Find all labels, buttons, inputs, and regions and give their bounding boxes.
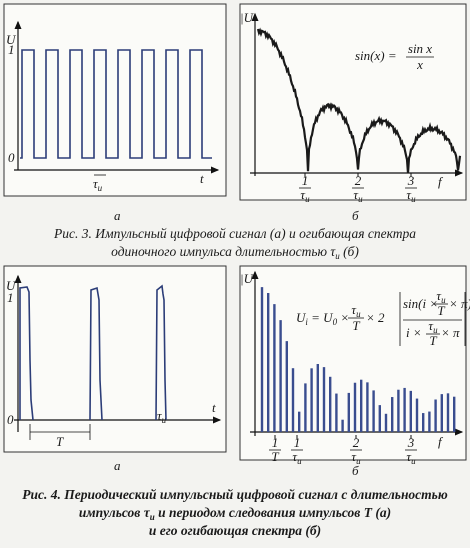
square-wave xyxy=(20,49,212,159)
frac-den: T xyxy=(429,333,437,348)
caption-line: Рис. 3. Импульсный цифровой сигнал (а) и… xyxy=(53,226,416,241)
level-label: 0 xyxy=(7,412,14,427)
tick-num: 3 xyxy=(407,173,415,188)
symbol: τ xyxy=(351,302,357,317)
formula: sin(x) = xyxy=(355,48,397,63)
symbol: τ xyxy=(406,187,412,202)
caption-line: одиночного импульса длительностью τи (б) xyxy=(111,244,359,261)
frac-num: τи xyxy=(428,318,438,335)
subscript: и xyxy=(335,251,340,261)
subscript: и xyxy=(305,194,310,204)
x-label: t xyxy=(200,171,204,186)
symbol: τ xyxy=(157,408,163,423)
symbol: τ xyxy=(428,318,434,333)
formula-den: x xyxy=(416,57,423,72)
formula-text: = U xyxy=(308,310,334,325)
panel-frame xyxy=(3,265,227,453)
tick-den: τи xyxy=(351,449,361,466)
subscript: и xyxy=(411,194,416,204)
level-label: 1 xyxy=(7,290,14,305)
panel-frame xyxy=(239,3,467,201)
spectrum-envelope xyxy=(256,27,462,174)
caption-text: импульсов τ xyxy=(79,505,151,520)
caption-line: и его огибающая спектра (б) xyxy=(149,523,321,538)
subscript: и xyxy=(411,456,416,466)
formula-part: Ui = U0 × xyxy=(296,310,349,327)
panel-letter: б xyxy=(352,208,359,223)
panel-frame xyxy=(3,3,227,197)
symbol: τ xyxy=(353,187,359,202)
subscript: и xyxy=(162,415,167,425)
tick-den: τи xyxy=(300,187,310,204)
level-label: 1 xyxy=(8,42,15,57)
subscript: и xyxy=(297,456,302,466)
caption-number: Рис. 4. xyxy=(22,487,64,502)
symbol: τ xyxy=(436,288,442,303)
tick-num: 2 xyxy=(355,173,362,188)
frac-num: τи xyxy=(351,302,361,319)
caption-line: Рис. 4. Периодический импульсный цифрово… xyxy=(22,487,448,502)
symbol: T xyxy=(271,449,279,464)
pulse-width-label: τи xyxy=(157,408,167,425)
subscript: и xyxy=(98,183,103,193)
caption-text: Периодический импульсный цифровой сигнал… xyxy=(63,487,448,502)
subscript: 0 xyxy=(333,317,338,327)
formula-text: × π xyxy=(441,325,460,340)
tick-den: τи xyxy=(353,187,363,204)
tick-num: 3 xyxy=(407,435,415,450)
level-label: 0 xyxy=(8,150,15,165)
subscript: i xyxy=(305,317,308,327)
symbol: τ xyxy=(300,187,306,202)
formula-num: sin x xyxy=(408,41,432,56)
tick-den: τи xyxy=(406,187,416,204)
tick-num: 1 xyxy=(272,435,279,450)
y-label: |U| xyxy=(240,271,257,286)
subscript: и xyxy=(356,309,361,319)
subscript: и xyxy=(358,194,363,204)
tick-den: τи xyxy=(292,449,302,466)
symbol: τ xyxy=(351,449,357,464)
y-label: |U| xyxy=(240,10,257,25)
formula: Ui = U0 × τи T × 2 sin(i × τи T × π) i ×… xyxy=(296,288,470,348)
caption-text: одиночного импульса длительностью τ xyxy=(111,244,336,259)
x-label: t xyxy=(212,400,216,415)
symbol: τ xyxy=(292,449,298,464)
x-label: f xyxy=(438,174,444,189)
formula-text: sin(i × xyxy=(403,296,438,311)
panel-letter: б xyxy=(352,463,359,478)
subscript: и xyxy=(433,325,438,335)
caption-text: (б) xyxy=(340,244,360,259)
tick-den: T xyxy=(271,449,279,464)
symbol: τ xyxy=(93,176,99,191)
tick-den: τи xyxy=(406,449,416,466)
formula-text: × xyxy=(337,310,349,325)
subscript: и xyxy=(150,512,155,522)
panel-letter: а xyxy=(114,208,121,223)
symbol: τ xyxy=(406,449,412,464)
pulse-width-label: τи xyxy=(93,176,103,193)
period-label: T xyxy=(56,434,64,449)
frac-den: T xyxy=(437,303,445,318)
y-label: U xyxy=(6,32,17,47)
caption-line: импульсов τи и периодом следования импул… xyxy=(79,505,391,522)
tick-num: 1 xyxy=(294,435,301,450)
y-label: U xyxy=(6,278,17,293)
frac-den: T xyxy=(352,318,360,333)
x-label: f xyxy=(438,434,444,449)
formula-text: × 2 xyxy=(366,310,385,325)
symbol: U xyxy=(296,310,307,325)
panel-letter: а xyxy=(114,458,121,473)
caption-text: и периодом следования импульсов T (а) xyxy=(155,505,391,520)
formula-text: × π) xyxy=(449,296,470,311)
tick-num: 1 xyxy=(302,173,309,188)
frac-num: τи xyxy=(436,288,446,305)
formula-text: i × xyxy=(406,325,422,340)
subscript: и xyxy=(356,456,361,466)
tick-num: 2 xyxy=(353,435,360,450)
subscript: и xyxy=(441,295,446,305)
pulse-train xyxy=(19,284,167,421)
